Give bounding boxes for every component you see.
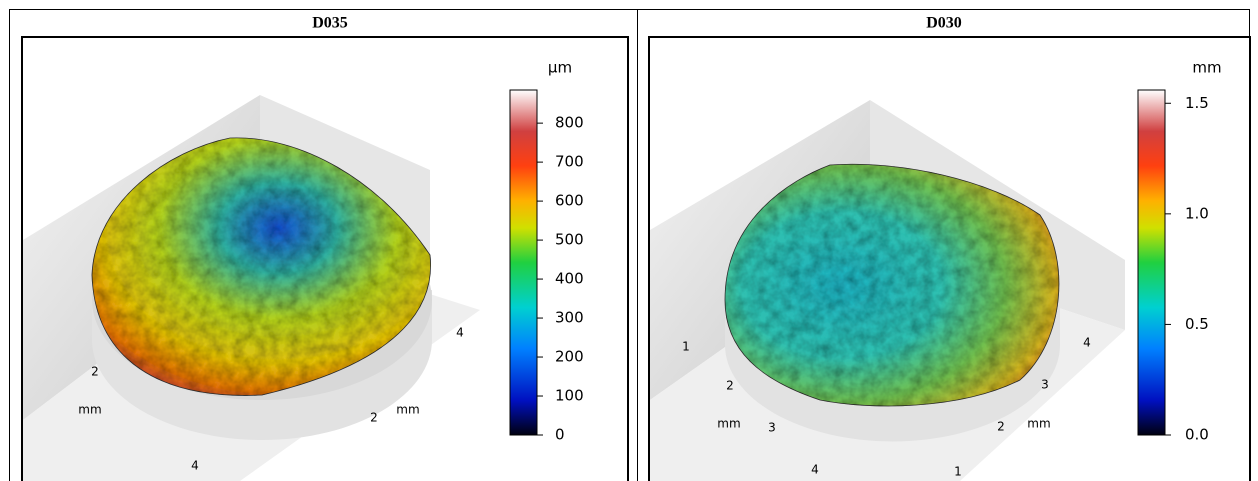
- axis-tick-label: 2: [997, 420, 1005, 434]
- colorbar-tick-label: 1.5: [1185, 94, 1209, 112]
- plot-frame: [21, 36, 629, 481]
- axis-tick-label: 2: [91, 365, 99, 379]
- axis-tick-label: 4: [191, 459, 199, 473]
- plot-frame: [648, 36, 1251, 481]
- colorbar-tick-label: 200: [555, 348, 584, 366]
- panel-title: D030: [926, 15, 962, 32]
- colorbar-tick-label: 0.0: [1185, 426, 1209, 444]
- colorbar-tick-label: 800: [555, 114, 584, 132]
- colorbar-tick-label: 100: [555, 387, 584, 405]
- colorbar-tick-label: 0: [555, 426, 565, 444]
- colorbar: [509, 89, 538, 436]
- axis-unit: mm: [396, 403, 419, 417]
- axis-tick-label: 4: [1083, 336, 1091, 350]
- axis-unit: mm: [78, 403, 101, 417]
- axis-tick-label: 4: [456, 326, 464, 340]
- surface-render: [23, 95, 480, 481]
- colorbar-unit: µm: [548, 59, 572, 77]
- colorbar-tick-label: 400: [555, 270, 584, 288]
- axis-tick-label: 3: [768, 421, 776, 435]
- axis-tick-label: 3: [1041, 378, 1049, 392]
- colorbar-tick-label: 0.5: [1185, 315, 1209, 333]
- surface-render: [650, 100, 1125, 481]
- axis-tick-label: 1: [954, 465, 962, 479]
- colorbar-tick-label: 600: [555, 192, 584, 210]
- colorbar-tick-label: 700: [555, 153, 584, 171]
- axis-unit: mm: [717, 417, 740, 431]
- panel-title: D035: [312, 15, 348, 32]
- colorbar: [1137, 89, 1166, 436]
- axis-tick-label: 1: [682, 340, 690, 354]
- colorbar-tick-label: 300: [555, 309, 584, 327]
- axis-tick-label: 2: [726, 379, 734, 393]
- colorbar-unit: mm: [1192, 59, 1221, 77]
- axis-tick-label: 2: [370, 411, 378, 425]
- colorbar-tick-label: 1.0: [1185, 204, 1209, 222]
- colorbar-tick-label: 500: [555, 231, 584, 249]
- axis-tick-label: 4: [811, 463, 819, 477]
- axis-unit: mm: [1027, 417, 1050, 431]
